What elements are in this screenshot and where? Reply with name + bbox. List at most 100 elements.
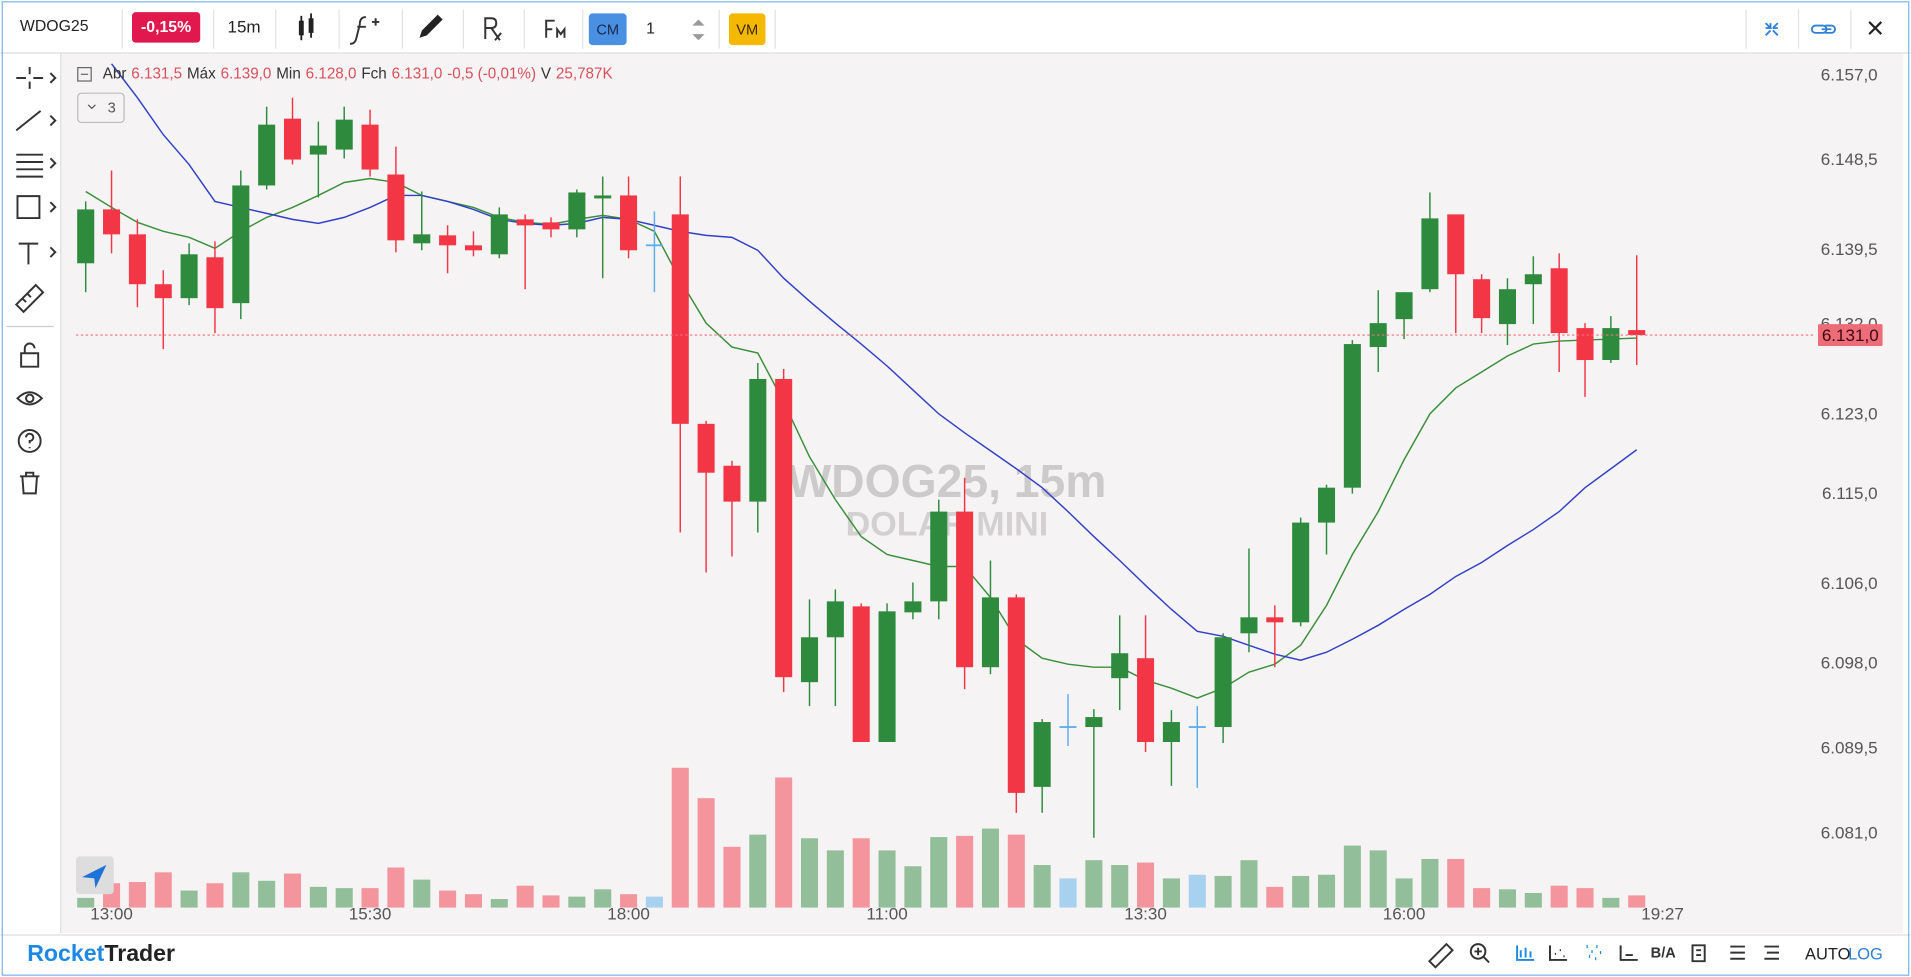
volume-bar	[775, 777, 793, 908]
volume-bar	[516, 885, 534, 908]
quantity[interactable]: 1	[646, 20, 655, 37]
candle-body	[283, 118, 302, 160]
candle-body	[1524, 274, 1542, 285]
delete-tool[interactable]	[19, 471, 40, 495]
crosshair-tool[interactable]	[16, 67, 57, 89]
ruler-tool[interactable]	[14, 283, 45, 314]
brand: RocketTrader	[27, 940, 175, 966]
candle-body	[387, 174, 405, 241]
candle-body	[1007, 597, 1025, 793]
zoom[interactable]	[1469, 943, 1487, 960]
last-price-label: 6.131,0	[1822, 326, 1879, 345]
indicator-icon[interactable]	[349, 16, 380, 45]
candle-body	[956, 511, 974, 668]
help-tool[interactable]	[17, 429, 42, 453]
label: V	[541, 65, 552, 82]
candle-body	[749, 378, 767, 502]
vm-pill[interactable]	[728, 13, 766, 46]
candle-body	[1498, 289, 1516, 325]
volume-bar	[800, 838, 819, 908]
volume-bar	[1343, 845, 1361, 908]
volume-bar	[1395, 878, 1413, 908]
volume-bar	[1317, 874, 1336, 908]
fib-tool[interactable]	[16, 153, 57, 178]
list-view[interactable]	[1730, 945, 1745, 960]
x-tick-label: 15:30	[349, 904, 392, 923]
y-tick-label: 6.157,0	[1821, 65, 1878, 84]
bars-view[interactable]	[1516, 945, 1535, 961]
close-icon[interactable]	[1868, 21, 1883, 35]
lock-tool[interactable]	[20, 342, 40, 368]
compress-icon[interactable]	[1764, 22, 1779, 36]
candle-body	[1059, 726, 1077, 728]
y-tick-label: 6.106,0	[1821, 574, 1878, 593]
candle-body	[1266, 617, 1284, 623]
axis-view[interactable]	[1619, 945, 1638, 961]
volume-bar	[878, 850, 896, 908]
book-view[interactable]	[1691, 944, 1706, 963]
volume-bar	[283, 873, 302, 908]
candle-body	[180, 254, 198, 299]
candle-body	[1137, 658, 1155, 743]
volume-bar	[154, 872, 172, 908]
candle-icon[interactable]	[298, 13, 314, 41]
ruler[interactable]	[1428, 942, 1454, 969]
line-tool[interactable]	[15, 110, 57, 132]
log-scale[interactable]: LOG	[1848, 945, 1883, 963]
interval[interactable]: 15m	[227, 18, 260, 37]
volume-bar	[1602, 897, 1620, 908]
list-view-2[interactable]	[1764, 945, 1780, 960]
volume-bar	[128, 882, 146, 908]
volume-bar	[645, 896, 663, 908]
y-tick-label: 6.115,0	[1822, 484, 1878, 503]
candle-body	[1214, 637, 1232, 728]
candle-body	[128, 234, 146, 285]
last-price-tag	[1817, 324, 1883, 347]
candle-body	[309, 145, 327, 155]
symbol[interactable]: WDOG25	[20, 18, 89, 35]
candle-body	[1550, 268, 1568, 334]
label: Máx	[187, 65, 216, 82]
volume-bar	[387, 867, 405, 908]
volume-bar	[1137, 862, 1155, 908]
moving-average	[85, 177, 1637, 699]
candle-body	[154, 284, 172, 299]
cm-pill[interactable]	[588, 13, 627, 46]
brand-2: Trader	[104, 940, 175, 966]
y-tick-label: 6.098,0	[1821, 654, 1878, 673]
candle-body	[516, 219, 534, 226]
vm: VM	[736, 22, 758, 38]
pencil-icon[interactable]	[419, 14, 443, 38]
candle-body	[568, 192, 586, 230]
candle-body	[904, 601, 922, 613]
volume-bar	[1369, 850, 1387, 908]
candle-body	[335, 119, 353, 150]
replay-icon[interactable]	[484, 17, 502, 41]
x-tick-label: 13:00	[90, 904, 133, 923]
volume-bar	[1628, 895, 1646, 908]
x-tick-label: 13:30	[1124, 904, 1167, 923]
bid-ask[interactable]: B/A	[1651, 946, 1677, 962]
scatter-view[interactable]	[1549, 945, 1568, 961]
fm-icon[interactable]	[545, 19, 566, 38]
text-tool[interactable]	[18, 242, 57, 265]
candle-body	[800, 637, 819, 683]
volume-bar	[930, 837, 948, 908]
candle-body	[1317, 487, 1336, 523]
link-icon[interactable]	[1811, 24, 1836, 34]
collapse-box[interactable]	[77, 67, 92, 82]
visibility-tool[interactable]	[16, 391, 44, 406]
auto-scale[interactable]: AUTO	[1805, 945, 1850, 963]
volume-bar	[1085, 860, 1103, 908]
spinner[interactable]	[692, 19, 705, 41]
volume-bar	[1162, 878, 1180, 908]
shape-tool[interactable]	[16, 195, 57, 220]
candle-body	[1343, 344, 1361, 488]
indicators-toggle[interactable]	[77, 92, 125, 124]
volume-bar	[1524, 892, 1542, 908]
dots-view[interactable]	[1586, 945, 1602, 961]
candle-body	[1473, 279, 1491, 319]
